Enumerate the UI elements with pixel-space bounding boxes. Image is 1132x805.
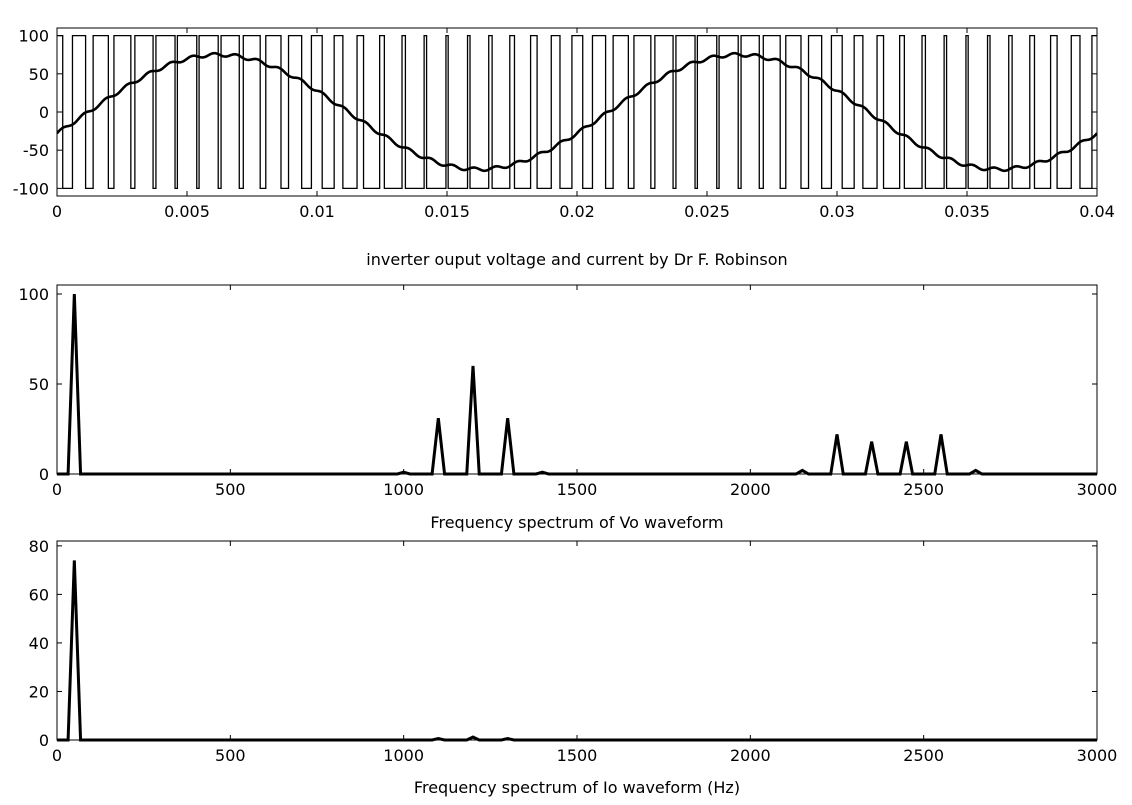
spectrum-series bbox=[57, 293, 1097, 476]
x-axis-label: inverter ouput voltage and current by Dr… bbox=[366, 250, 787, 269]
y-tick-label: 60 bbox=[29, 585, 49, 604]
chart-panel-3: 0 500 1000 1500 2000 2500 3000 0 20 40 60 80 Frequen… bbox=[29, 537, 1118, 797]
plot-frame bbox=[56, 540, 1098, 741]
x-tick-label: 2500 bbox=[903, 746, 944, 765]
x-tick-label: 3000 bbox=[1077, 480, 1118, 499]
y-tick-label: 80 bbox=[29, 537, 49, 556]
x-tick-label: 0 bbox=[52, 480, 62, 499]
y-tick-label: 0 bbox=[39, 731, 49, 750]
spectrum-series bbox=[57, 560, 1097, 742]
y-tick-label: -100 bbox=[13, 179, 49, 198]
x-tick-label: 0.03 bbox=[819, 202, 855, 221]
x-tick-label: 0.015 bbox=[424, 202, 470, 221]
x-tick-label: 0.01 bbox=[299, 202, 335, 221]
chart-panel-1: 0 0.005 0.01 0.015 0.02 0.025 0.03 0.035 0.04 -10… bbox=[13, 27, 1115, 269]
x-tick-label: 0.005 bbox=[164, 202, 210, 221]
plot-area bbox=[57, 560, 1097, 742]
chart-panel-2: 0 500 1000 1500 2000 2500 3000 0 50 100 Frequency … bbox=[18, 284, 1118, 532]
x-tick-label: 2500 bbox=[903, 480, 944, 499]
x-tick-label: 1000 bbox=[383, 746, 424, 765]
x-axis-label: Frequency spectrum of Vo waveform bbox=[430, 513, 723, 532]
current-series bbox=[57, 51, 1097, 173]
x-tick-label: 0.025 bbox=[684, 202, 730, 221]
x-tick-label: 2000 bbox=[730, 480, 771, 499]
y-tick-label: 0 bbox=[39, 465, 49, 484]
y-tick-label: -50 bbox=[23, 141, 49, 160]
plot-area bbox=[57, 34, 1097, 190]
x-tick-label: 0 bbox=[52, 202, 62, 221]
x-axis-label: Frequency spectrum of Io waveform (Hz) bbox=[414, 778, 740, 797]
y-tick-label: 20 bbox=[29, 682, 49, 701]
y-tick-label: 100 bbox=[18, 285, 49, 304]
y-tick-label: 100 bbox=[18, 27, 49, 46]
x-tick-label: 0.02 bbox=[559, 202, 595, 221]
x-tick-label: 1500 bbox=[557, 746, 598, 765]
y-tick-label: 40 bbox=[29, 634, 49, 653]
x-tick-label: 3000 bbox=[1077, 746, 1118, 765]
voltage-pwm-series bbox=[57, 34, 1097, 190]
plot-area bbox=[57, 293, 1097, 476]
y-tick-label: 50 bbox=[29, 65, 49, 84]
x-tick-label: 1000 bbox=[383, 480, 424, 499]
y-tick-label: 0 bbox=[39, 103, 49, 122]
x-tick-label: 500 bbox=[215, 746, 246, 765]
x-tick-label: 0.035 bbox=[944, 202, 990, 221]
x-tick-label: 0.04 bbox=[1079, 202, 1115, 221]
x-tick-label: 2000 bbox=[730, 746, 771, 765]
x-tick-label: 500 bbox=[215, 480, 246, 499]
x-tick-label: 1500 bbox=[557, 480, 598, 499]
x-tick-label: 0 bbox=[52, 746, 62, 765]
y-tick-label: 50 bbox=[29, 375, 49, 394]
